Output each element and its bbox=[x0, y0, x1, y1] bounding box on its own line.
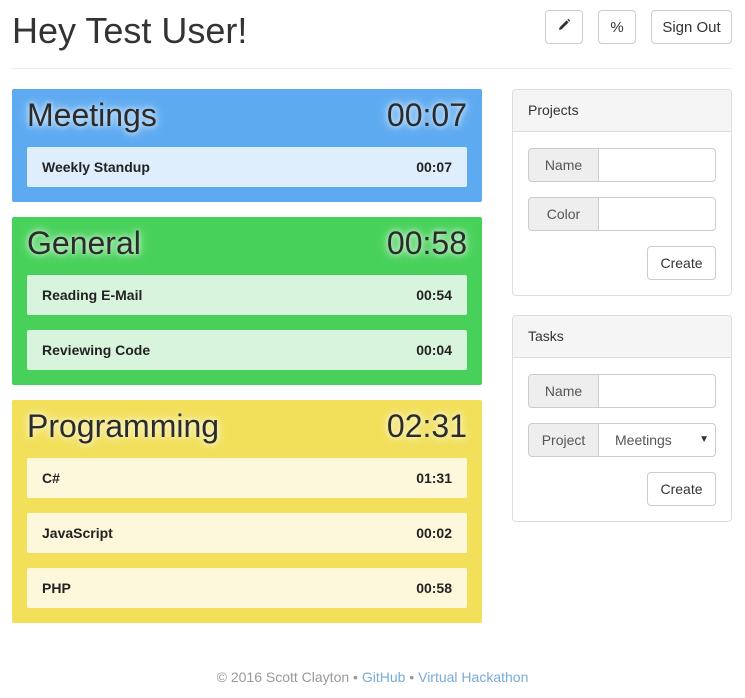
project-card-programming: Programming 02:31 C# 01:31 JavaScript 00… bbox=[12, 400, 482, 623]
project-name: Meetings bbox=[27, 97, 157, 133]
task-project-label: Project bbox=[528, 423, 599, 457]
percent-button[interactable]: % bbox=[598, 10, 636, 44]
project-color-group: Color bbox=[528, 197, 716, 231]
caret-down-icon: ▼ bbox=[699, 434, 709, 445]
task-name: Reading E-Mail bbox=[42, 287, 143, 303]
pencil-icon bbox=[557, 18, 571, 36]
task-row[interactable]: C# 01:31 bbox=[27, 458, 467, 498]
footer-copyright: © 2016 Scott Clayton bbox=[216, 669, 350, 685]
task-row[interactable]: Reading E-Mail 00:54 bbox=[27, 275, 467, 315]
page-footer: © 2016 Scott Clayton • GitHub • Virtual … bbox=[0, 669, 745, 685]
project-total-time: 00:58 bbox=[386, 225, 467, 261]
create-task-button[interactable]: Create bbox=[647, 472, 716, 506]
task-project-selected: Meetings bbox=[615, 432, 672, 448]
task-time: 00:54 bbox=[416, 287, 452, 303]
projects-panel: Projects Name Color Create bbox=[512, 89, 732, 296]
task-project-group: Project Meetings ▼ bbox=[528, 423, 716, 457]
task-name-input[interactable] bbox=[598, 374, 716, 408]
project-name: General bbox=[27, 225, 141, 261]
edit-button[interactable] bbox=[545, 10, 583, 44]
task-name: Weekly Standup bbox=[42, 159, 150, 175]
header-divider bbox=[12, 68, 733, 69]
task-name: C# bbox=[42, 470, 60, 486]
task-time: 00:58 bbox=[416, 580, 452, 596]
tasks-panel-heading: Tasks bbox=[513, 316, 731, 358]
task-name-label: Name bbox=[528, 374, 599, 408]
task-time: 00:07 bbox=[416, 159, 452, 175]
project-name: Programming bbox=[27, 408, 220, 444]
task-time: 01:31 bbox=[416, 470, 452, 486]
task-row[interactable]: JavaScript 00:02 bbox=[27, 513, 467, 553]
task-name: PHP bbox=[42, 580, 71, 596]
task-row[interactable]: PHP 00:58 bbox=[27, 568, 467, 608]
page-title: Hey Test User! bbox=[12, 10, 248, 51]
page-header: Hey Test User! % Sign Out bbox=[0, 0, 745, 69]
tasks-panel: Tasks Name Project Meetings ▼ Create bbox=[512, 315, 732, 522]
sign-out-button[interactable]: Sign Out bbox=[651, 10, 732, 44]
task-time: 00:02 bbox=[416, 525, 452, 541]
projects-panel-heading: Projects bbox=[513, 90, 731, 132]
github-link[interactable]: GitHub bbox=[361, 669, 406, 685]
task-time: 00:04 bbox=[416, 342, 452, 358]
project-color-label: Color bbox=[528, 197, 599, 231]
project-color-input[interactable] bbox=[598, 197, 716, 231]
task-project-select[interactable]: Meetings ▼ bbox=[598, 423, 716, 457]
create-project-button[interactable]: Create bbox=[647, 246, 716, 280]
project-name-label: Name bbox=[528, 148, 599, 182]
footer-separator: • bbox=[405, 669, 419, 685]
virtual-hackathon-link[interactable]: Virtual Hackathon bbox=[418, 669, 529, 685]
task-row[interactable]: Reviewing Code 00:04 bbox=[27, 330, 467, 370]
footer-separator: • bbox=[349, 669, 362, 685]
task-row[interactable]: Weekly Standup 00:07 bbox=[27, 147, 467, 187]
task-name: Reviewing Code bbox=[42, 342, 151, 358]
task-name-group: Name bbox=[528, 374, 716, 408]
project-total-time: 02:31 bbox=[386, 408, 467, 444]
task-name: JavaScript bbox=[42, 525, 113, 541]
project-card-general: General 00:58 Reading E-Mail 00:54 Revie… bbox=[12, 217, 482, 385]
project-total-time: 00:07 bbox=[386, 97, 467, 133]
project-card-meetings: Meetings 00:07 Weekly Standup 00:07 bbox=[12, 89, 482, 202]
project-name-input[interactable] bbox=[598, 148, 716, 182]
project-name-group: Name bbox=[528, 148, 716, 182]
